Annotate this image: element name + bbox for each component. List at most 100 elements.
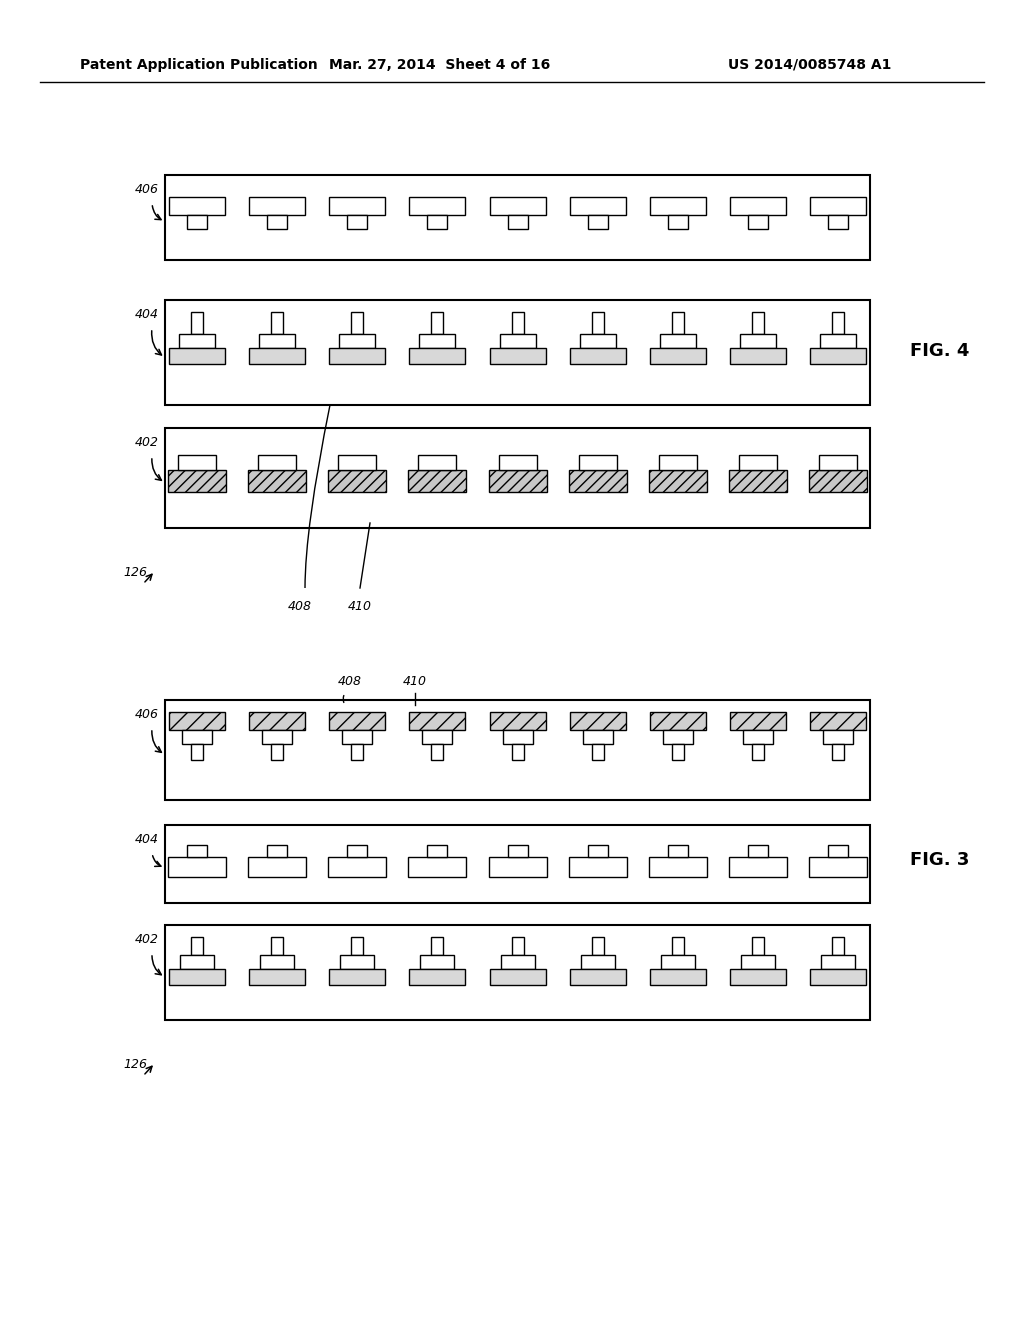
- Text: US 2014/0085748 A1: US 2014/0085748 A1: [728, 58, 892, 73]
- Bar: [165, 300, 870, 405]
- Text: 410: 410: [348, 601, 372, 612]
- Bar: [267, 845, 287, 857]
- Bar: [730, 197, 785, 215]
- Bar: [592, 744, 603, 760]
- Bar: [191, 937, 203, 954]
- Bar: [592, 312, 603, 334]
- Bar: [187, 215, 207, 228]
- Bar: [741, 954, 775, 969]
- Bar: [588, 215, 607, 228]
- Bar: [420, 334, 456, 348]
- Text: 410: 410: [403, 675, 427, 688]
- Bar: [260, 954, 294, 969]
- Bar: [579, 455, 616, 470]
- Text: 406: 406: [135, 708, 159, 721]
- Bar: [650, 711, 706, 730]
- Bar: [169, 711, 225, 730]
- Text: Mar. 27, 2014  Sheet 4 of 16: Mar. 27, 2014 Sheet 4 of 16: [330, 58, 551, 73]
- Bar: [330, 969, 385, 985]
- Bar: [649, 470, 707, 492]
- Bar: [410, 348, 465, 364]
- Bar: [501, 954, 535, 969]
- Bar: [338, 455, 376, 470]
- Text: 126: 126: [123, 566, 147, 579]
- Bar: [588, 845, 607, 857]
- Bar: [271, 312, 283, 334]
- Bar: [748, 215, 768, 228]
- Bar: [248, 857, 306, 876]
- Bar: [820, 334, 856, 348]
- Text: FIG. 4: FIG. 4: [910, 342, 970, 360]
- Bar: [810, 969, 866, 985]
- Bar: [672, 937, 684, 954]
- Bar: [259, 334, 295, 348]
- Bar: [569, 348, 626, 364]
- Bar: [168, 857, 226, 876]
- Text: Patent Application Publication: Patent Application Publication: [80, 58, 317, 73]
- Bar: [431, 312, 443, 334]
- Bar: [592, 937, 603, 954]
- Bar: [421, 954, 455, 969]
- Bar: [249, 348, 305, 364]
- Bar: [500, 334, 536, 348]
- Bar: [165, 825, 870, 903]
- Bar: [739, 455, 777, 470]
- Bar: [752, 937, 764, 954]
- Bar: [330, 348, 385, 364]
- Bar: [810, 197, 866, 215]
- Bar: [249, 197, 305, 215]
- Bar: [329, 857, 386, 876]
- Bar: [191, 312, 203, 334]
- Bar: [249, 711, 305, 730]
- Bar: [568, 470, 627, 492]
- Bar: [821, 954, 855, 969]
- Bar: [672, 744, 684, 760]
- Bar: [580, 334, 615, 348]
- Bar: [672, 312, 684, 334]
- Bar: [351, 937, 364, 954]
- Bar: [581, 954, 614, 969]
- Bar: [339, 334, 375, 348]
- Bar: [512, 937, 523, 954]
- Bar: [810, 348, 866, 364]
- Bar: [248, 470, 306, 492]
- Bar: [752, 744, 764, 760]
- Bar: [271, 744, 283, 760]
- Bar: [730, 711, 785, 730]
- Bar: [748, 845, 768, 857]
- Bar: [351, 312, 364, 334]
- Text: 402: 402: [135, 436, 159, 449]
- Bar: [831, 744, 844, 760]
- Bar: [650, 969, 706, 985]
- Bar: [658, 455, 696, 470]
- Bar: [169, 348, 225, 364]
- Bar: [489, 348, 546, 364]
- Bar: [165, 700, 870, 800]
- Bar: [191, 744, 203, 760]
- Bar: [649, 857, 707, 876]
- Bar: [809, 857, 867, 876]
- Bar: [503, 730, 532, 744]
- Bar: [165, 176, 870, 260]
- Bar: [169, 969, 225, 985]
- Bar: [740, 334, 776, 348]
- Text: 404: 404: [135, 308, 159, 321]
- Bar: [512, 312, 523, 334]
- Bar: [569, 711, 626, 730]
- Bar: [179, 334, 215, 348]
- Bar: [650, 348, 706, 364]
- Bar: [419, 455, 457, 470]
- Bar: [668, 215, 688, 228]
- Bar: [819, 455, 857, 470]
- Bar: [488, 857, 547, 876]
- Bar: [180, 954, 214, 969]
- Bar: [828, 215, 848, 228]
- Bar: [182, 730, 212, 744]
- Bar: [271, 937, 283, 954]
- Bar: [810, 711, 866, 730]
- Bar: [488, 470, 547, 492]
- Bar: [410, 197, 465, 215]
- Bar: [650, 197, 706, 215]
- Bar: [659, 334, 695, 348]
- Bar: [427, 215, 447, 228]
